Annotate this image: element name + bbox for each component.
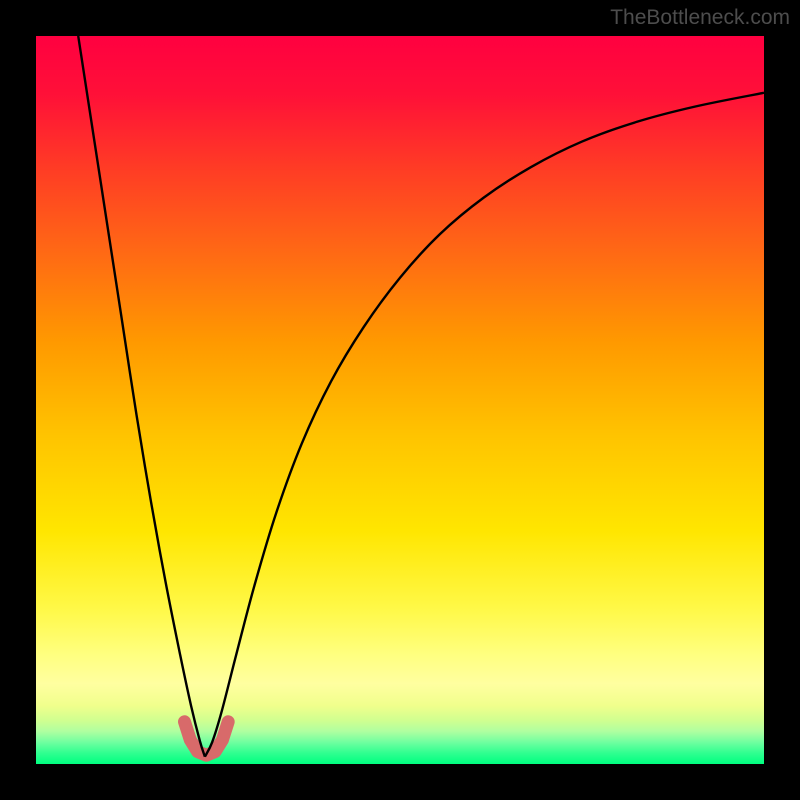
curve-left-arm — [78, 36, 205, 757]
watermark-text: TheBottleneck.com — [610, 6, 790, 30]
plot-area — [36, 36, 764, 764]
trough-marker — [185, 722, 229, 755]
curve-right-arm — [205, 93, 764, 757]
curve-layer — [36, 36, 764, 764]
